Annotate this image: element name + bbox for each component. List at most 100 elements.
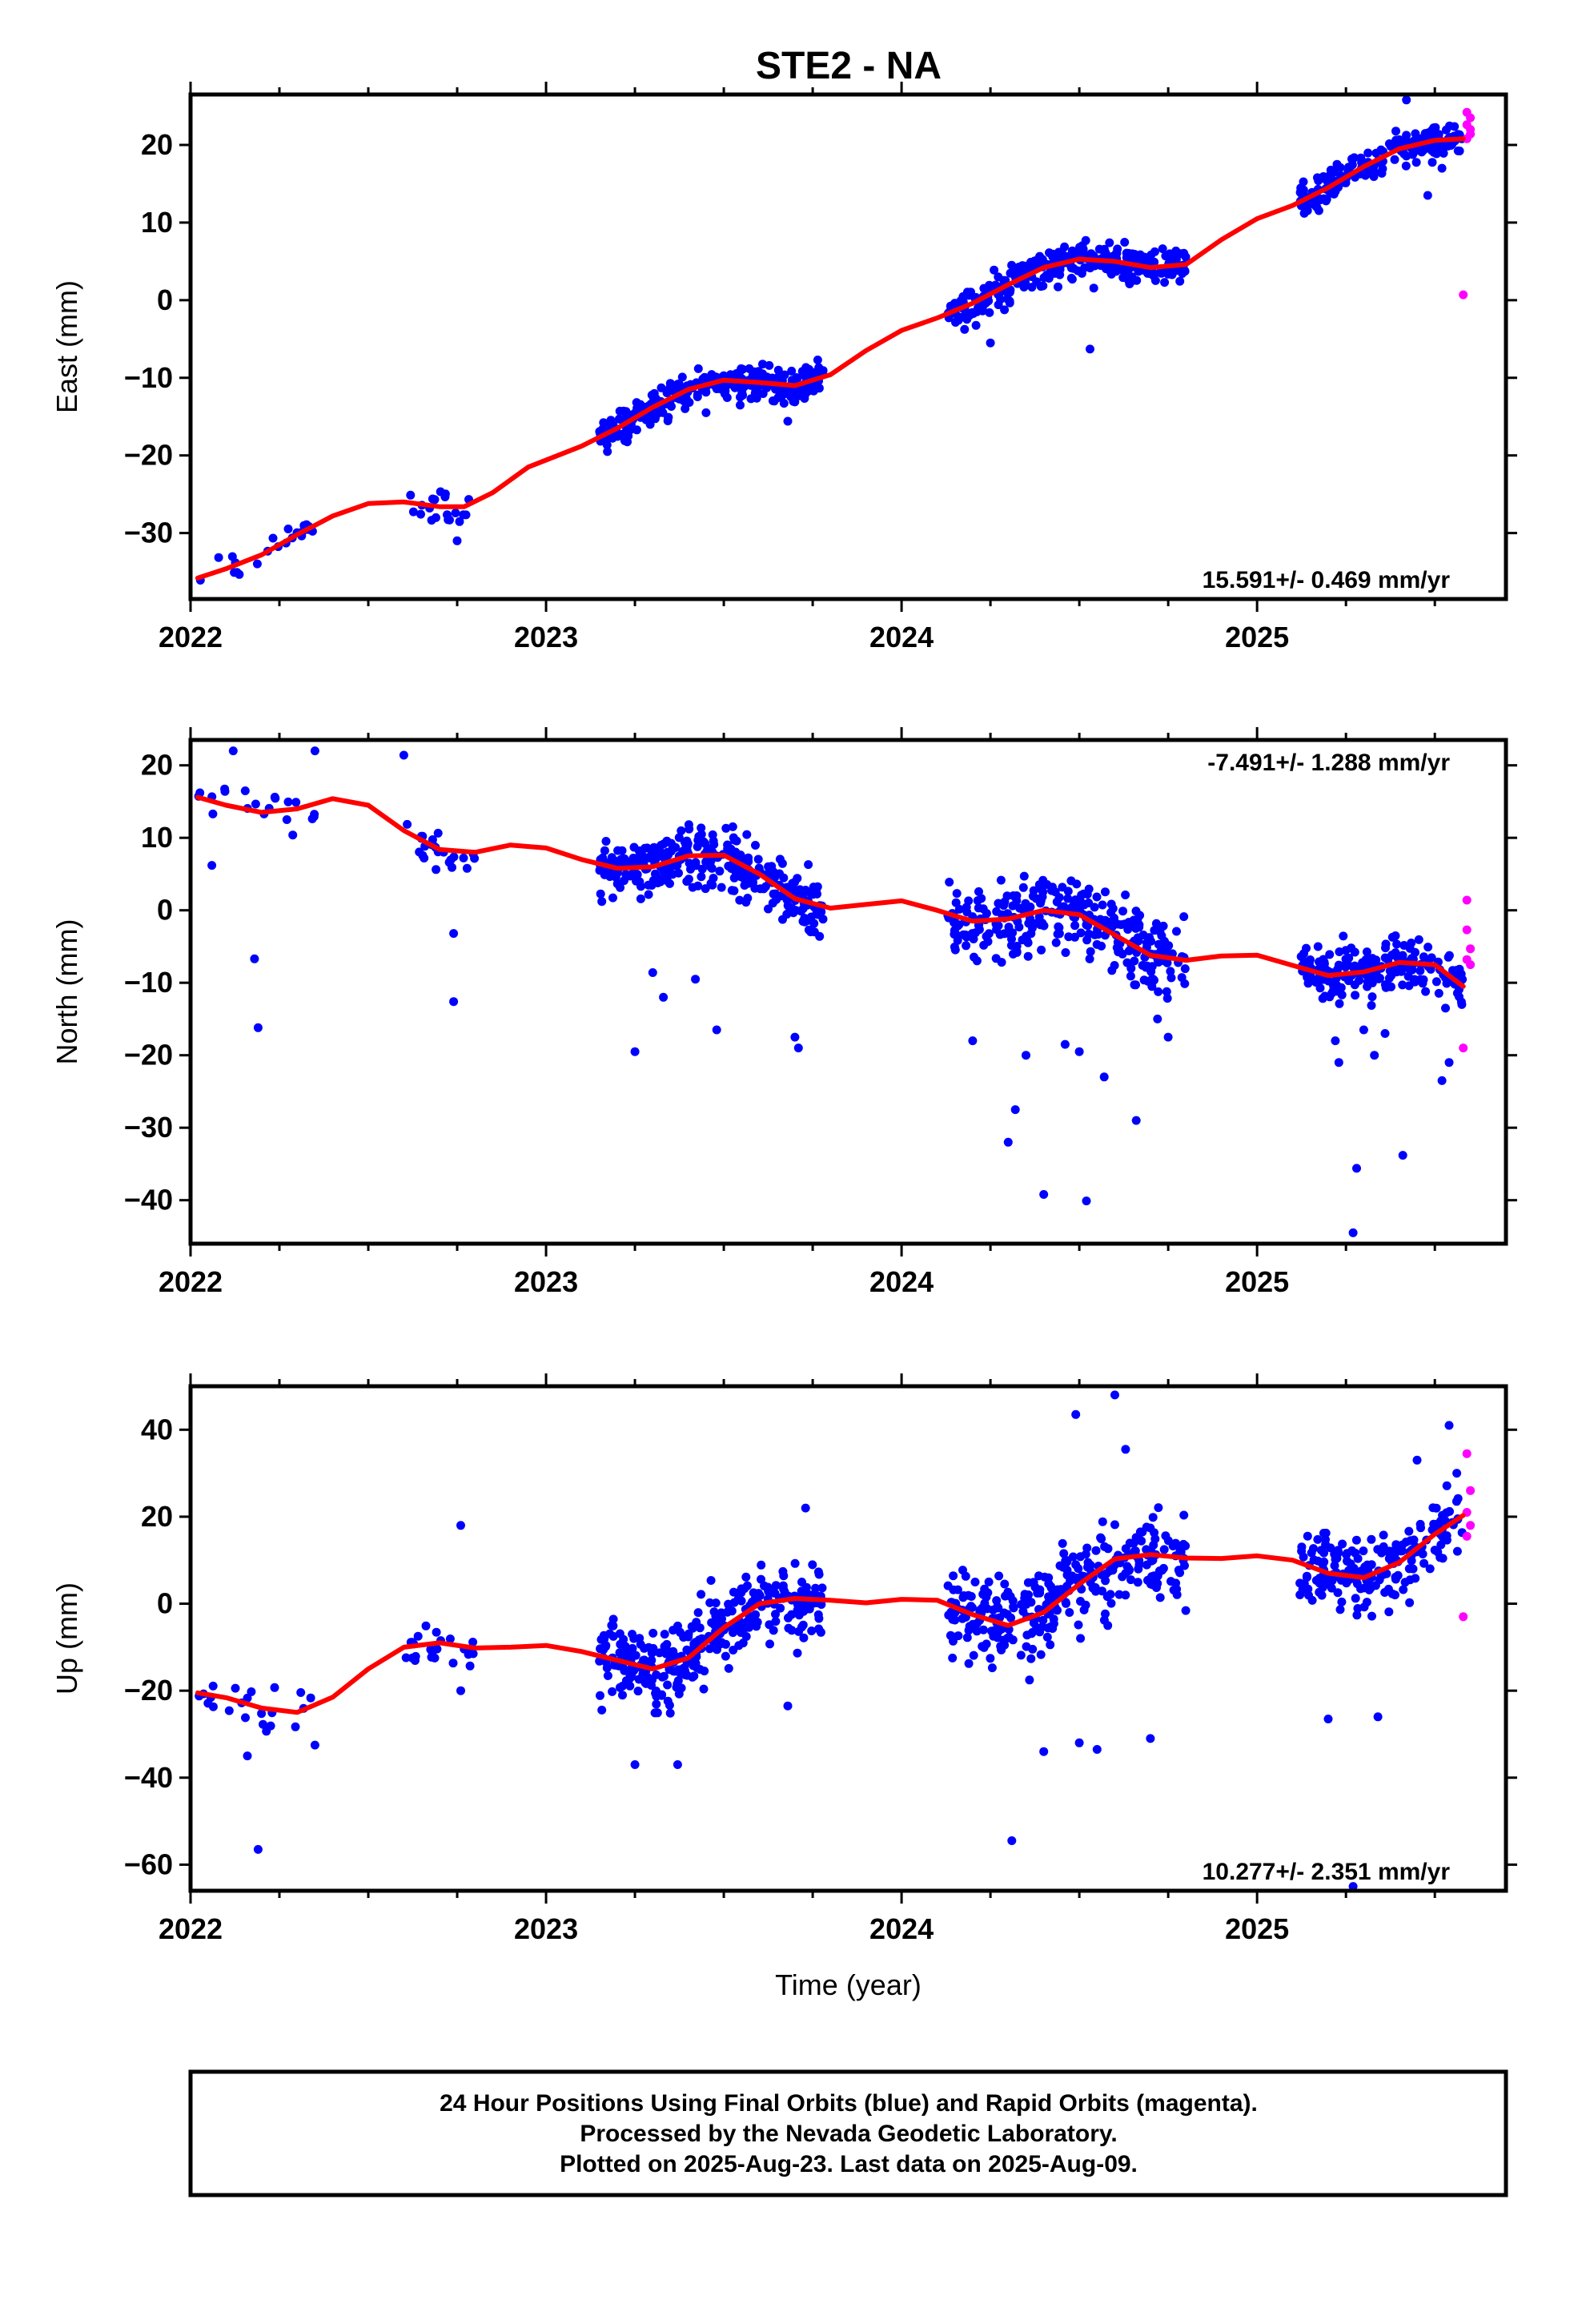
final-point (247, 1687, 256, 1696)
final-point (1106, 1590, 1115, 1599)
final-point (771, 1581, 781, 1590)
final-point (1381, 939, 1391, 949)
final-point (1083, 1562, 1092, 1572)
final-point (987, 1663, 997, 1673)
final-point (1428, 1503, 1438, 1513)
final-point (456, 1686, 465, 1695)
final-point (677, 826, 686, 835)
final-point (1346, 1559, 1355, 1569)
final-point (1319, 1548, 1329, 1558)
final-point (1380, 980, 1390, 990)
final-point (259, 1719, 267, 1729)
final-point (711, 1611, 721, 1621)
final-point (1149, 1540, 1158, 1550)
final-point (1000, 305, 1010, 315)
final-point (452, 536, 462, 545)
final-point (1099, 1615, 1109, 1625)
final-point (801, 886, 810, 895)
final-point (968, 1036, 978, 1046)
final-point (680, 837, 689, 846)
final-point (1131, 980, 1140, 990)
final-point (658, 408, 668, 417)
final-point (1070, 921, 1080, 931)
final-point (954, 316, 963, 325)
final-point (1353, 1554, 1363, 1563)
final-point (605, 1629, 615, 1638)
final-point (1313, 1556, 1323, 1566)
final-point (1036, 282, 1046, 292)
final-point (1035, 1588, 1045, 1598)
final-point (1377, 1548, 1387, 1558)
final-point (1131, 1116, 1141, 1125)
final-point (1065, 1608, 1074, 1617)
final-point (693, 392, 702, 401)
final-point (751, 841, 760, 850)
x-tick-label: 2023 (514, 1265, 578, 1298)
final-point (449, 929, 459, 939)
final-point (1066, 876, 1076, 886)
final-point (271, 794, 280, 803)
final-point (738, 391, 748, 400)
final-point (727, 1606, 737, 1616)
final-point (970, 1578, 980, 1586)
final-point (1367, 1534, 1376, 1544)
y-tick-label: 20 (141, 1500, 173, 1533)
final-point (697, 864, 707, 874)
final-point (700, 372, 709, 382)
rapid-point (1462, 1449, 1472, 1458)
final-point (1039, 1747, 1049, 1756)
rate-label-east: 15.591+/- 0.469 mm/yr (1203, 567, 1451, 593)
final-point (977, 894, 986, 903)
final-point (1337, 1597, 1347, 1606)
final-point (251, 799, 260, 809)
final-point (632, 876, 641, 886)
final-point (1355, 975, 1364, 985)
final-point (771, 1610, 780, 1619)
final-point (962, 941, 971, 951)
final-point (228, 746, 238, 756)
final-point (1130, 956, 1139, 966)
final-point (399, 750, 408, 760)
final-point (986, 1654, 995, 1663)
panel-east: −30 −20 −10 0 10 20 East (mm) 2022 2023 2024 2025 1… (50, 82, 1517, 653)
final-point (614, 414, 624, 424)
final-point (783, 901, 793, 911)
final-point (1145, 257, 1154, 267)
final-point (1130, 1546, 1139, 1556)
final-point (971, 320, 981, 330)
final-point (701, 884, 710, 894)
final-point (672, 1683, 681, 1692)
final-point (455, 517, 464, 526)
final-point (619, 429, 628, 439)
final-point (775, 869, 785, 879)
final-point (1018, 883, 1028, 892)
final-point (1442, 1508, 1452, 1518)
final-point (799, 1633, 809, 1642)
final-point (1369, 172, 1379, 181)
final-point (1180, 979, 1190, 988)
final-point (636, 894, 645, 903)
final-point (1060, 242, 1070, 251)
final-point (1313, 942, 1323, 951)
final-point (224, 1706, 234, 1715)
final-point (666, 846, 676, 856)
final-point (1134, 255, 1143, 265)
final-point (982, 1639, 991, 1649)
final-point (953, 921, 962, 931)
final-point (1106, 908, 1116, 917)
final-point (779, 1584, 789, 1594)
x-axis-north: 2022 2023 2024 2025 (159, 727, 1436, 1298)
final-point (1120, 919, 1130, 929)
final-point (954, 904, 964, 914)
final-point (814, 1570, 824, 1579)
final-point (630, 1047, 640, 1056)
final-point (808, 1560, 817, 1570)
final-point (803, 916, 813, 925)
final-point (705, 1644, 714, 1654)
final-point (1026, 1654, 1036, 1663)
final-point (1315, 1587, 1324, 1597)
final-point (783, 1701, 793, 1711)
final-point (306, 1693, 315, 1703)
final-point (1085, 261, 1094, 271)
final-point (721, 1639, 730, 1649)
